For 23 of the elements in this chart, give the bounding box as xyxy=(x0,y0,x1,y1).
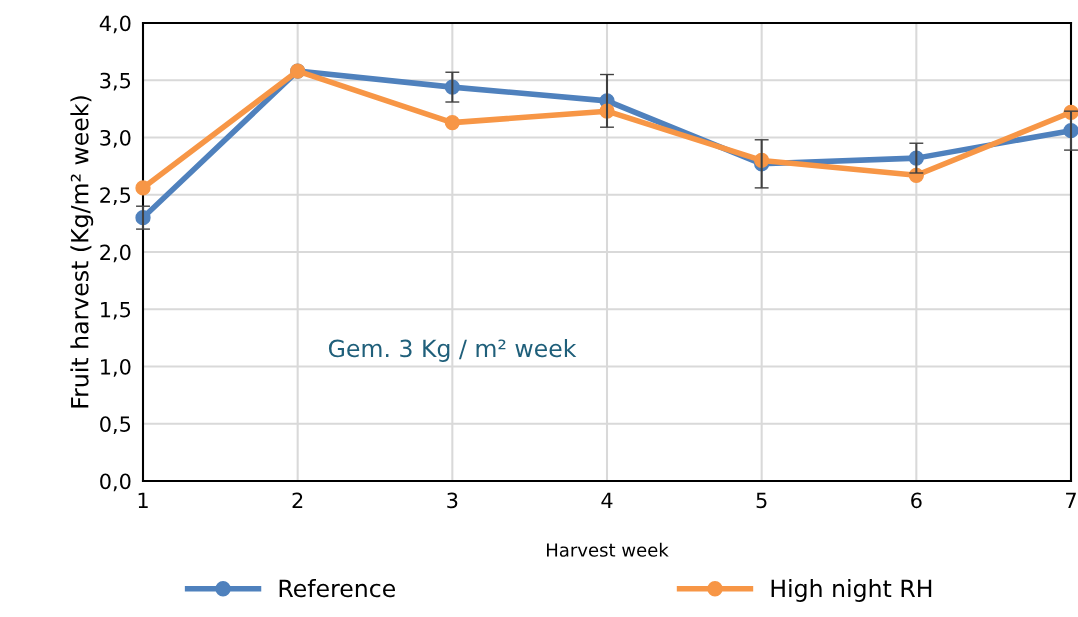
y-axis-title: Fruit harvest (Kg/m² week) xyxy=(70,96,94,408)
x-tick-label: 3 xyxy=(447,492,458,509)
x-axis-title: Harvest week xyxy=(547,542,669,557)
y-tick-label: 0,5 xyxy=(100,416,131,435)
y-tick-label: 2,0 xyxy=(100,244,131,263)
y-tick-label: 2,5 xyxy=(100,187,131,206)
legend-label: Reference xyxy=(279,579,395,598)
x-tick-label: 7 xyxy=(1066,492,1076,508)
x-tick-label: 6 xyxy=(911,492,922,509)
y-tick-label: 1,0 xyxy=(101,358,131,377)
x-tick-label: 4 xyxy=(601,492,613,508)
y-tick-label: 3,0 xyxy=(100,129,131,148)
y-tick-label: 3,5 xyxy=(100,72,131,91)
legend-label: High night RH xyxy=(771,579,932,602)
y-tick-label: 0,0 xyxy=(100,473,131,492)
x-tick-label: 5 xyxy=(756,492,767,509)
y-tick-label: 4,0 xyxy=(99,15,131,34)
y-tick-label: 1,5 xyxy=(101,301,131,320)
annotation: Gem. 3 Kg / m² week xyxy=(328,339,577,362)
x-tick-label: 1 xyxy=(138,492,148,508)
x-tick-label: 2 xyxy=(292,492,303,508)
point xyxy=(444,114,460,131)
point xyxy=(135,180,151,196)
